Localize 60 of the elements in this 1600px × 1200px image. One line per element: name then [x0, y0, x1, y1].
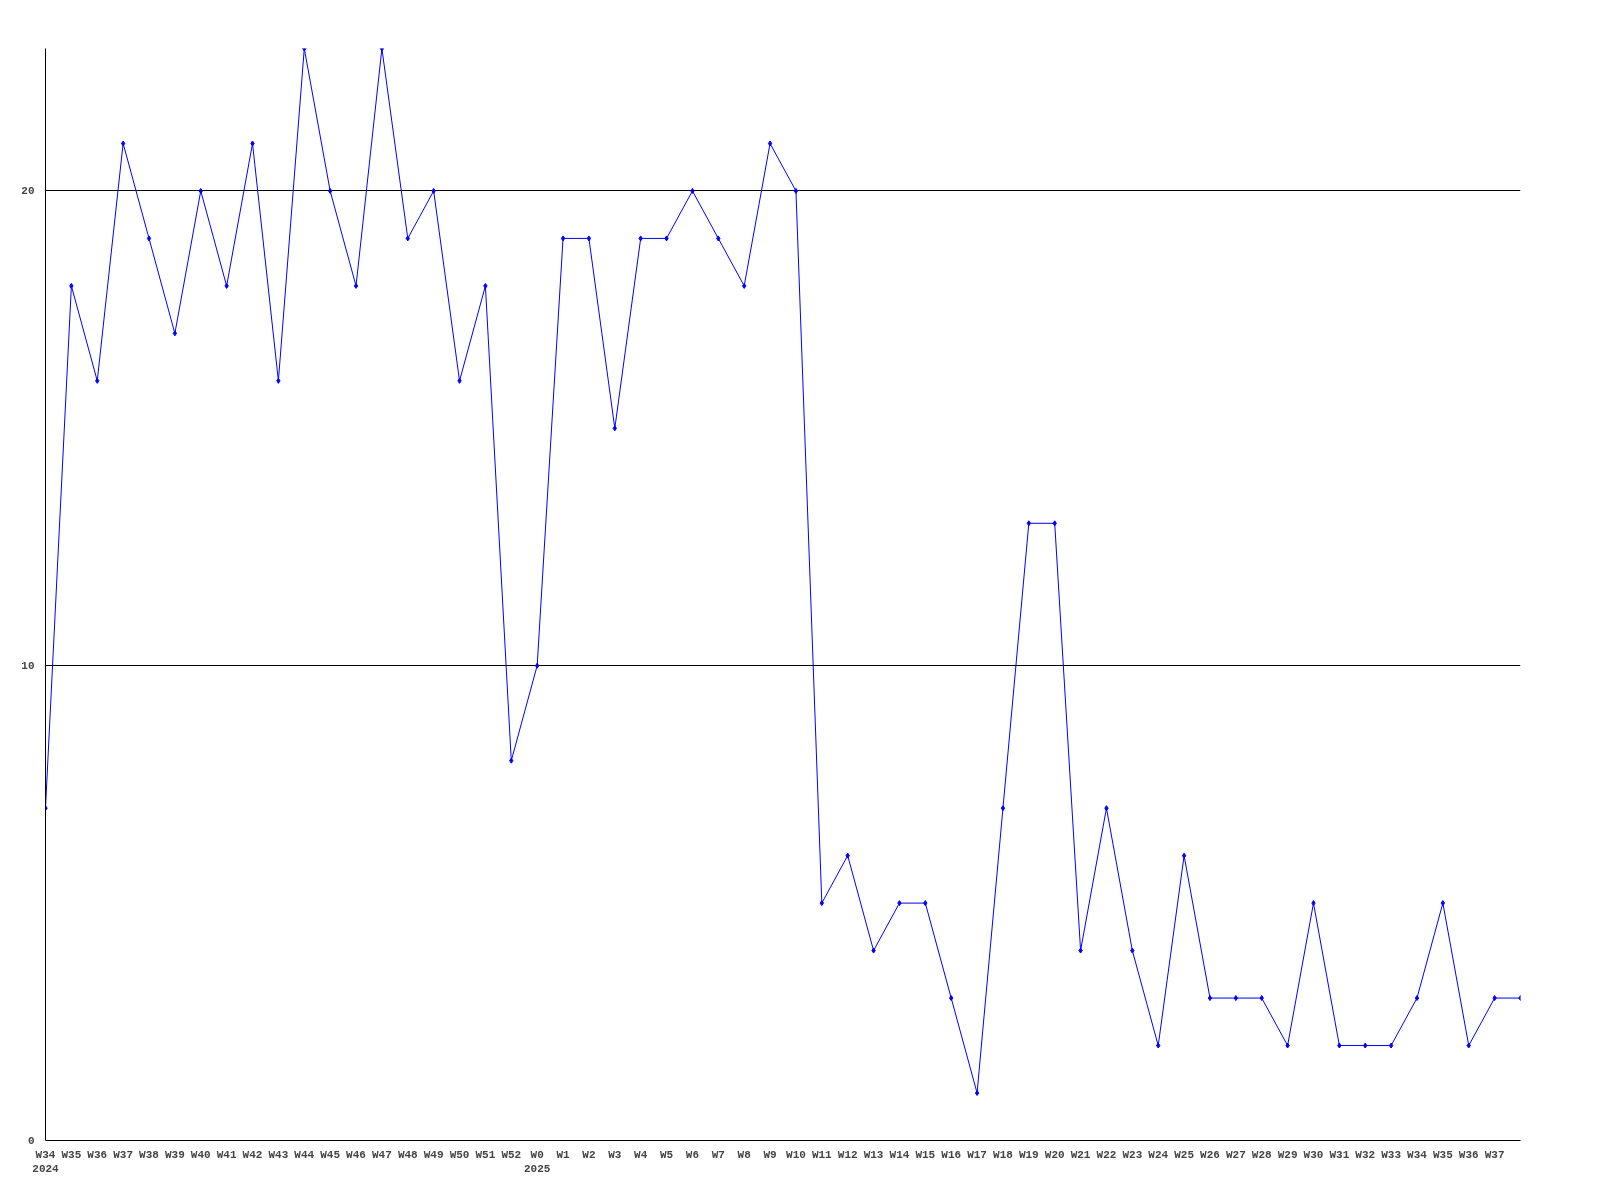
- x-tick-label: W45: [320, 1148, 341, 1161]
- x-tick-label: W18: [993, 1148, 1014, 1161]
- x-tick-label: W43: [268, 1148, 289, 1161]
- y-tick-label: 20: [21, 185, 35, 198]
- x-tick-label: W9: [763, 1148, 777, 1161]
- x-tick-label: W24: [1148, 1148, 1169, 1161]
- x-tick-label: W49: [423, 1148, 444, 1161]
- x-tick-label: W46: [346, 1148, 366, 1161]
- x-tick-label: W34: [1407, 1148, 1428, 1161]
- x-tick-label: W26: [1200, 1148, 1220, 1161]
- x-tick-label: W39: [164, 1148, 185, 1161]
- x-tick-label: W17: [967, 1148, 987, 1161]
- x-tick-label: W10: [786, 1148, 806, 1161]
- x-tick-label: W42: [242, 1148, 263, 1161]
- x-tick-label: W36: [87, 1148, 108, 1161]
- x-tick-label: W7: [711, 1148, 725, 1161]
- x-tick-label: W37: [1484, 1148, 1505, 1161]
- x-tick-label: W48: [397, 1148, 419, 1161]
- x-tick-label: W1: [556, 1148, 571, 1161]
- x-tick-label: W28: [1251, 1148, 1273, 1161]
- x-tick-label: W20: [1044, 1148, 1065, 1161]
- x-tick-label: W22: [1096, 1148, 1117, 1161]
- x-tick-label: W44: [294, 1148, 315, 1161]
- y-tick-label: 10: [21, 660, 35, 673]
- x-tick-label: W23: [1122, 1148, 1143, 1161]
- x-tick-label: W3: [608, 1148, 622, 1161]
- x-tick-label: W8: [737, 1148, 752, 1161]
- x-tick-label: W25: [1174, 1148, 1195, 1161]
- x-tick-label: W50: [449, 1148, 470, 1161]
- x-tick-label: W34 2024: [32, 1148, 60, 1175]
- x-tick-label: W4: [634, 1148, 648, 1161]
- x-tick-label: W35: [1432, 1148, 1454, 1161]
- x-tick-label: W15: [915, 1148, 936, 1161]
- x-tick-label: W33: [1381, 1148, 1402, 1161]
- x-tick-label: W11: [811, 1148, 833, 1161]
- x-tick-label: W14: [889, 1148, 910, 1161]
- x-tick-label: W52: [501, 1148, 522, 1161]
- x-tick-label: W5: [659, 1148, 674, 1161]
- x-tick-label: W6: [685, 1148, 700, 1161]
- x-tick-label: W37: [113, 1148, 134, 1161]
- x-tick-label: W35: [61, 1148, 82, 1161]
- x-tick-label: W51: [475, 1148, 496, 1161]
- x-tick-label: W12: [837, 1148, 858, 1161]
- x-tick-label: W21: [1070, 1148, 1091, 1161]
- x-tick-label: W31: [1329, 1148, 1350, 1161]
- x-tick-label: W29: [1277, 1148, 1298, 1161]
- x-tick-label: W38: [139, 1148, 160, 1161]
- x-tick-label: W40: [190, 1148, 211, 1161]
- x-tick-label: W19: [1018, 1148, 1039, 1161]
- x-tick-label: W32: [1355, 1148, 1376, 1161]
- x-tick-label: W41: [216, 1148, 237, 1161]
- x-tick-label: W2: [582, 1148, 596, 1161]
- x-tick-label: W27: [1225, 1148, 1246, 1161]
- y-tick-label: 0: [27, 1135, 35, 1147]
- x-tick-label: W30: [1303, 1148, 1324, 1161]
- x-tick-label: W16: [941, 1148, 962, 1161]
- x-tick-label: W47: [372, 1148, 392, 1161]
- x-tick-label: W0 2025: [523, 1148, 551, 1175]
- x-tick-label: W13: [863, 1148, 884, 1161]
- x-tick-label: W36: [1458, 1148, 1479, 1161]
